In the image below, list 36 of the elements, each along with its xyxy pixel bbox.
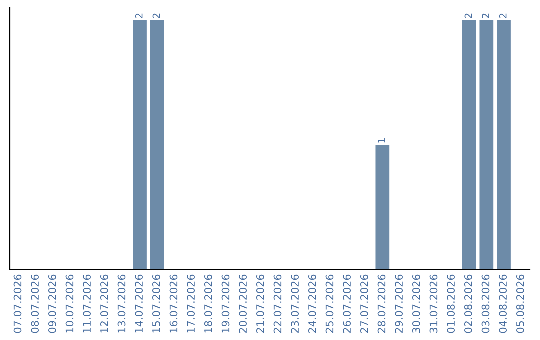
data-label: 2: [464, 14, 472, 18]
x-tick-label: 03.08.2026: [482, 274, 490, 334]
x-tick-label: 21.07.2026: [256, 274, 264, 334]
x-tick-label: 04.08.2026: [499, 274, 508, 334]
data-label: 2: [499, 14, 507, 18]
x-tick-label: 11.07.2026: [83, 274, 92, 333]
data-label: 2: [135, 14, 143, 18]
x-tick-label: 20.07.2026: [239, 274, 248, 334]
x-tick-label: 12.07.2026: [100, 274, 108, 333]
x-tick-label: 26.07.2026: [343, 274, 352, 334]
x-tick-label: 24.07.2026: [308, 274, 316, 334]
data-label: 2: [152, 14, 160, 18]
x-tick-label: 14.07.2026: [135, 274, 144, 333]
x-tick-label: 10.07.2026: [66, 274, 74, 333]
x-tick-label: 09.07.2026: [48, 274, 56, 334]
x-tick-label: 17.07.2026: [187, 274, 196, 333]
x-tick-label: 30.07.2026: [412, 274, 420, 334]
x-tick-label: 28.07.2026: [378, 274, 386, 334]
x-tick-label: 05.08.2026: [516, 274, 524, 334]
x-tick-label: 01.08.2026: [447, 274, 456, 334]
x-tick-label: 07.07.2026: [14, 274, 22, 334]
x-tick-label: 23.07.2026: [291, 274, 300, 334]
x-tick-label: 08.07.2026: [31, 274, 40, 334]
x-tick-label: 27.07.2026: [360, 274, 368, 334]
x-tick-label: 25.07.2026: [326, 274, 334, 334]
x-tick-label: 29.07.2026: [395, 274, 404, 334]
x-tick-label: 15.07.2026: [152, 274, 160, 333]
x-tick-label: 02.08.2026: [464, 274, 472, 334]
x-tick-label: 16.07.2026: [170, 274, 178, 333]
x-tick-label: 22.07.2026: [274, 274, 282, 334]
x-tick-label: 31.07.2026: [430, 274, 438, 334]
x-tick-label: 19.07.2026: [222, 274, 230, 333]
x-tick-label: 18.07.2026: [204, 274, 212, 333]
data-label: 2: [482, 14, 490, 18]
data-label: 1: [378, 138, 386, 143]
x-tick-label: 13.07.2026: [118, 274, 126, 333]
